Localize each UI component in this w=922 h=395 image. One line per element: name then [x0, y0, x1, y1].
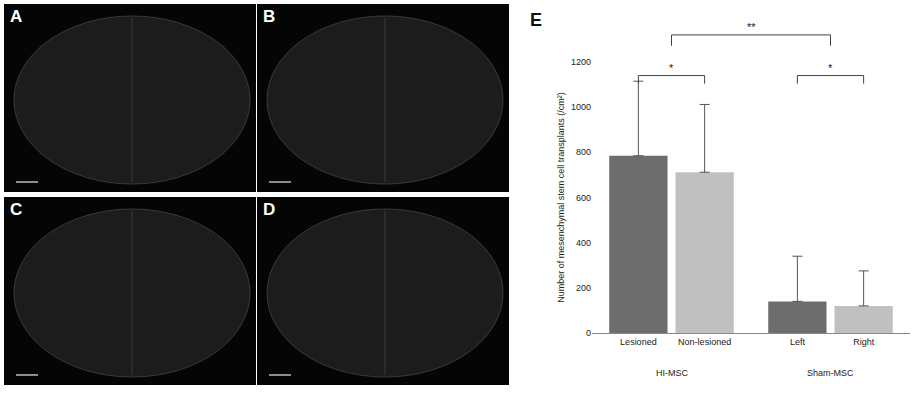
- svg-text:1200: 1200: [571, 57, 591, 67]
- html-text:C: C: [10, 200, 23, 219]
- html-text:D: D: [263, 200, 276, 219]
- html-text:B: B: [263, 7, 276, 26]
- svg-text:1000: 1000: [571, 102, 591, 112]
- svg-text:Right: Right: [853, 337, 875, 347]
- svg-text:600: 600: [576, 193, 591, 203]
- html-text:A: A: [10, 7, 23, 26]
- svg-text:800: 800: [576, 147, 591, 157]
- svg-text:Number of mesenchymal stem cel: Number of mesenchymal stem cell transpla…: [556, 92, 566, 303]
- svg-text:*: *: [828, 62, 833, 74]
- svg-text:**: **: [747, 21, 756, 33]
- svg-text:*: *: [669, 62, 674, 74]
- svg-text:E: E: [530, 10, 542, 30]
- svg-text:Sham-MSC: Sham-MSC: [807, 368, 854, 378]
- svg-text:Lesioned: Lesioned: [620, 337, 657, 347]
- svg-text:200: 200: [576, 283, 591, 293]
- svg-text:400: 400: [576, 238, 591, 248]
- svg-text:0: 0: [586, 328, 591, 338]
- svg-text:HI-MSC: HI-MSC: [656, 368, 688, 378]
- svg-text:Non-lesioned: Non-lesioned: [678, 337, 731, 347]
- svg-text:Left: Left: [790, 337, 806, 347]
